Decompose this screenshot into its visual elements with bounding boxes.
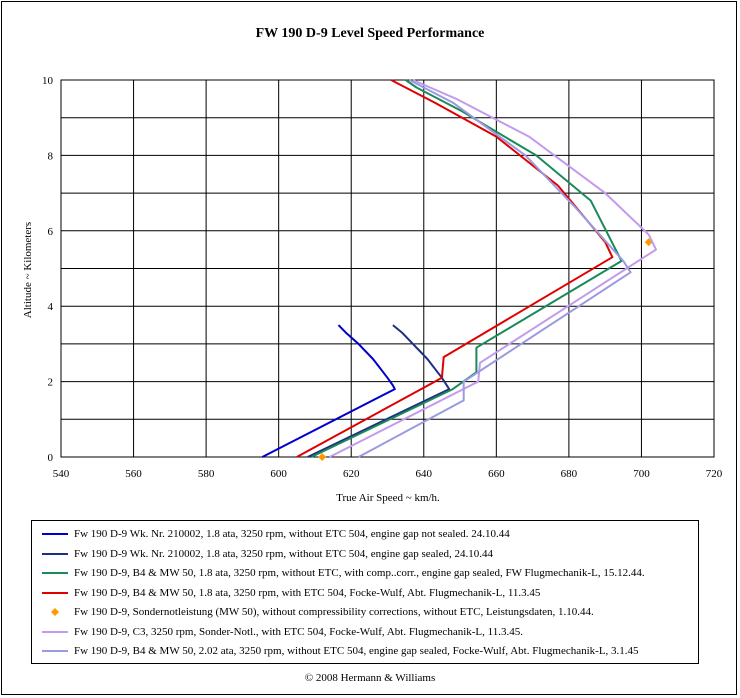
y-tick-label: 2 xyxy=(48,377,54,389)
legend-line-swatch xyxy=(42,552,68,555)
series-line-2 xyxy=(307,324,451,458)
legend-line-swatch xyxy=(42,533,68,535)
legend-marker-swatch xyxy=(51,608,59,616)
y-tick-label: 10 xyxy=(42,75,54,87)
y-tick-label: 8 xyxy=(48,150,54,162)
y-tick-label: 4 xyxy=(48,301,54,313)
legend-item: Fw 190 D-9, C3, 3250 rpm, Sonder-Notl., … xyxy=(32,623,523,641)
legend-line-swatch xyxy=(42,630,68,633)
tick-labels: 540 560 580 600 620 640 660 680 700 720 0 2 4 6 8 10 xyxy=(42,75,723,480)
legend-label: Fw 190 D-9 Wk. Nr. 210002, 1.8 ata, 3250… xyxy=(74,547,493,560)
legend-label: Fw 190 D-9, B4 & MW 50, 1.8 ata, 3250 rp… xyxy=(74,586,541,599)
x-tick-label: 620 xyxy=(343,468,360,480)
legend-item: Fw 190 D-9, B4 & MW 50, 1.8 ata, 3250 rp… xyxy=(32,584,540,602)
legend: Fw 190 D-9 Wk. Nr. 210002, 1.8 ata, 3250… xyxy=(31,520,699,664)
legend-label: Fw 190 D-9, Sondernotleistung (MW 50), w… xyxy=(74,606,594,618)
legend-item: Fw 190 D-9 Wk. Nr. 210002, 1.8 ata, 3250… xyxy=(32,525,510,543)
legend-item: Fw 190 D-9 Wk. Nr. 210002, 1.8 ata, 3250… xyxy=(32,545,493,563)
x-tick-label: 580 xyxy=(198,468,215,480)
x-tick-label: 660 xyxy=(488,468,505,480)
x-tick-label: 680 xyxy=(561,468,578,480)
y-tick-label: 0 xyxy=(48,452,54,464)
legend-label: Fw 190 D-9, B4 & MW 50, 2.02 ata, 3250 r… xyxy=(74,645,639,657)
chart-plot: FW 190 D-9 Level Speed Performance 540 56… xyxy=(22,26,723,504)
x-tick-label: 700 xyxy=(633,468,650,480)
legend-line-swatch xyxy=(42,591,68,594)
series-marker-point xyxy=(318,453,327,461)
series-line-6 xyxy=(329,79,657,458)
legend-label: Fw 190 D-9 Wk. Nr. 210002, 1.8 ata, 3250… xyxy=(74,528,510,540)
y-axis-label: Altitude ~ Kilometers xyxy=(22,222,34,318)
legend-label: Fw 190 D-9, C3, 3250 rpm, Sonder-Notl., … xyxy=(74,625,523,638)
legend-item: Fw 190 D-9, B4 & MW 50, 2.02 ata, 3250 r… xyxy=(32,642,639,660)
x-axis-label: True Air Speed ~ km/h. xyxy=(336,492,440,504)
legend-marker xyxy=(51,608,59,616)
chart-title: FW 190 D-9 Level Speed Performance xyxy=(256,26,485,41)
x-tick-label: 540 xyxy=(53,468,70,480)
series-group xyxy=(261,79,657,461)
x-tick-label: 720 xyxy=(706,468,723,480)
series-line-7 xyxy=(358,79,632,458)
legend-label: Fw 190 D-9, B4 & MW 50, 1.8 ata, 3250 rp… xyxy=(74,567,645,579)
legend-line-swatch xyxy=(42,650,68,652)
x-tick-label: 560 xyxy=(125,468,142,480)
copyright-text: © 2008 Hermann & Williams xyxy=(304,672,436,684)
x-tick-label: 640 xyxy=(416,468,433,480)
series-line-1 xyxy=(261,324,396,458)
y-tick-label: 6 xyxy=(48,226,54,238)
legend-item: Fw 190 D-9, B4 & MW 50, 1.8 ata, 3250 rp… xyxy=(32,564,645,582)
legend-line-swatch xyxy=(42,572,68,574)
legend-item: Fw 190 D-9, Sondernotleistung (MW 50), w… xyxy=(32,603,594,621)
x-tick-label: 600 xyxy=(270,468,287,480)
